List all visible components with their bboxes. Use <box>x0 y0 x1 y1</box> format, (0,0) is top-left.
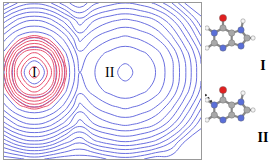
svg-text:I: I <box>260 58 265 73</box>
svg-text:II: II <box>105 65 115 80</box>
svg-text:II: II <box>258 130 269 145</box>
svg-text:I: I <box>32 65 37 80</box>
